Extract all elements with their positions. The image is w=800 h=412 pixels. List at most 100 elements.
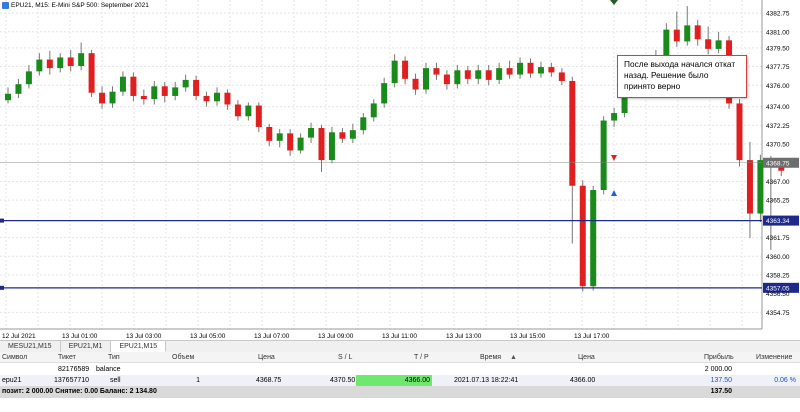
time-tick-label: 13 Jul 17:00 — [574, 333, 610, 340]
candle-body — [684, 25, 691, 42]
exit-marker-icon — [611, 190, 617, 196]
candle-body — [161, 86, 168, 96]
cell-profit: 137.50 — [710, 377, 732, 384]
candle-body — [715, 40, 722, 49]
col-profit[interactable]: Прибыль — [704, 354, 734, 361]
candle-body — [78, 53, 85, 67]
candle-body — [381, 83, 388, 104]
col-ticket[interactable]: Тикет — [58, 354, 76, 361]
candle-body — [611, 113, 618, 121]
cell-time: 2021.07.13 18:22:41 — [454, 377, 519, 384]
candle-body — [454, 70, 461, 85]
price-tick-label: 4367.00 — [766, 179, 790, 186]
price-tick-label: 4381.00 — [766, 29, 790, 36]
chart-area[interactable]: EPU21, M15: E-Mini S&P 500: September 20… — [0, 0, 800, 340]
cell-ticket: 82176589 — [58, 366, 90, 373]
candle-body — [339, 132, 346, 139]
candle-body — [234, 104, 241, 117]
cell-cur-price: 4366.00 — [570, 377, 596, 384]
shift-marker-icon — [610, 0, 618, 5]
col-symbol[interactable]: Символ — [2, 354, 28, 361]
cell-type: balance — [96, 366, 121, 373]
candle-body — [140, 95, 147, 100]
price-tick-label: 4354.75 — [766, 310, 790, 317]
time-tick-label: 13 Jul 07:00 — [254, 333, 290, 340]
candle-body — [88, 53, 95, 93]
cell-profit: 2 000.00 — [704, 366, 732, 373]
candle-body — [485, 70, 492, 80]
col-tp[interactable]: T / P — [414, 354, 429, 361]
col-sl[interactable]: S / L — [338, 354, 353, 361]
candle-body — [537, 67, 544, 74]
sell-marker-icon — [611, 155, 617, 161]
candle-body — [621, 89, 628, 114]
candle-body — [130, 76, 137, 96]
price-tick-label: 4370.50 — [766, 142, 790, 149]
candle-body — [391, 60, 398, 84]
chart-title: EPU21, M15: E-Mini S&P 500: September 20… — [2, 2, 149, 9]
annotation-note: После выхода начался откат назад. Решени… — [617, 55, 747, 98]
tab-mesu21-m15[interactable]: MESU21,M15 — [0, 341, 61, 352]
candle-body — [778, 166, 785, 171]
candle-body — [328, 132, 335, 161]
account-summary: позит: 2 000.00 Снятие: 0.00 Баланс: 2 1… — [0, 386, 800, 398]
candle-body — [245, 105, 252, 117]
candle-body — [318, 128, 325, 161]
price-tick-label: 4356.50 — [766, 291, 790, 298]
candle-body — [548, 67, 555, 73]
table-row[interactable]: 82176589 balance 2 000.00 — [0, 364, 800, 375]
tab-epu21-m1[interactable]: EPU21,M1 — [61, 341, 112, 352]
tab-epu21-m15[interactable]: EPU21,M15 — [111, 341, 167, 352]
candle-body — [600, 120, 607, 191]
candle-body — [705, 39, 712, 49]
candle-body — [5, 93, 11, 101]
candle-body — [25, 71, 32, 85]
cell-sl: 4370.50 — [330, 377, 356, 384]
candle-body — [757, 160, 764, 214]
chart-tabs: MESU21,M15 EPU21,M1 EPU21,M15 — [0, 340, 800, 352]
trade-table: Символ Тикет Тип Объем Цена S / L T / P … — [0, 352, 800, 412]
candle-body — [402, 60, 409, 79]
col-change[interactable]: Изменение — [756, 354, 793, 361]
candle-body — [579, 185, 586, 287]
candle-body — [349, 130, 356, 139]
candle-body — [297, 137, 304, 151]
col-type[interactable]: Тип — [108, 354, 120, 361]
total-profit: 137.50 — [710, 388, 732, 395]
chart-icon — [2, 2, 9, 9]
time-tick-label: 12 Jul 2021 — [2, 333, 36, 340]
candle-body — [433, 68, 440, 75]
candle-body — [308, 128, 315, 138]
cell-volume: 1 — [196, 377, 200, 384]
candle-body — [569, 80, 576, 186]
table-row[interactable]: epu21 137657710 sell 1 4368.75 4370.50 4… — [0, 375, 800, 386]
level-handle — [0, 285, 4, 290]
price-chart[interactable]: 4382.75 4381.00 4379.50 4377.75 4376.00 4374.… — [0, 0, 800, 340]
price-tick-label: 4361.75 — [766, 235, 790, 242]
price-tag — [763, 157, 799, 168]
cell-tp: 4366.00 — [356, 375, 432, 386]
col-time[interactable]: Время — [480, 354, 502, 361]
candle-body — [517, 62, 524, 75]
price-tag — [763, 282, 799, 293]
candle-body — [475, 70, 482, 79]
col-cur-price[interactable]: Цена — [578, 354, 595, 361]
price-tick-label: 4382.75 — [766, 11, 790, 18]
price-tick-label: 4374.00 — [766, 104, 790, 111]
level-handle — [0, 218, 4, 223]
candle-body — [276, 133, 283, 141]
col-price[interactable]: Цена — [258, 354, 275, 361]
candle-body — [527, 62, 534, 74]
time-tick-label: 13 Jul 13:00 — [446, 333, 482, 340]
price-tick-label: 4360.00 — [766, 254, 790, 261]
candle-body — [182, 79, 189, 88]
cell-change: 0.06 % — [774, 377, 796, 384]
candle-body — [412, 78, 419, 90]
candle-body — [558, 72, 565, 81]
sort-arrow-icon: ▲ — [510, 354, 517, 361]
candle-body — [15, 84, 22, 94]
col-volume[interactable]: Объем — [172, 354, 195, 361]
price-tick-label: 4372.25 — [766, 123, 790, 130]
price-tick-label: 4379.50 — [766, 45, 790, 52]
cell-symbol: epu21 — [2, 377, 22, 384]
